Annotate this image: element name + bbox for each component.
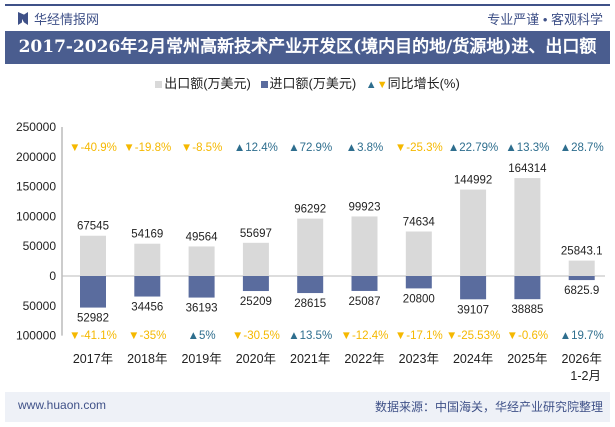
down-triangle-icon: ▼ xyxy=(376,79,388,91)
import-bar xyxy=(297,276,324,294)
export-growth-label: ▼-8.5% xyxy=(181,142,222,154)
import-value-label: 6825.9 xyxy=(564,285,599,297)
top-border xyxy=(5,4,610,6)
y-tick-label: 50000 xyxy=(23,239,57,253)
export-growth-label: ▲3.8% xyxy=(346,142,384,154)
import-bar xyxy=(405,276,432,289)
import-value-label: 28615 xyxy=(294,298,326,310)
import-growth-label: ▲13.5% xyxy=(288,330,332,342)
x-tick-label: 2024年 xyxy=(453,352,493,366)
export-growth-label: ▼-40.9% xyxy=(69,142,117,154)
import-bar xyxy=(80,276,106,308)
export-value-label: 164314 xyxy=(508,163,547,175)
import-value-label: 20800 xyxy=(403,293,435,305)
export-bar xyxy=(188,246,215,276)
x-tick-label: 2019年 xyxy=(181,352,221,366)
import-value-label: 25087 xyxy=(349,296,381,308)
export-bar xyxy=(460,189,487,276)
export-growth-label: ▲72.9% xyxy=(288,142,332,154)
import-value-label: 36193 xyxy=(186,303,218,315)
export-value-label: 144992 xyxy=(454,175,492,187)
x-tick-label: 2021年 xyxy=(290,352,330,366)
export-swatch-icon xyxy=(155,81,163,88)
export-bar xyxy=(568,260,595,276)
export-growth-label: ▲13.3% xyxy=(505,142,549,154)
x-tick-label: 2022年 xyxy=(344,352,384,366)
chart-title: 2017-2026年2月常州高新技术产业开发区(境内目的地/货源地)进、出口额 xyxy=(5,31,610,64)
import-growth-label: ▼-17.1% xyxy=(395,330,443,342)
x-tick-label-sub: 1-2月 xyxy=(570,369,601,383)
import-bar xyxy=(460,276,487,300)
x-tick-label: 2017年 xyxy=(73,352,113,366)
import-value-label: 52982 xyxy=(77,313,109,325)
import-growth-label: ▼-35% xyxy=(128,330,166,342)
export-bar xyxy=(351,216,378,276)
import-growth-label: ▼-25.53% xyxy=(446,330,500,342)
y-tick-label: 100000 xyxy=(16,209,56,223)
y-tick-label: 150000 xyxy=(16,180,56,194)
export-growth-label: ▼-19.8% xyxy=(123,142,171,154)
export-value-label: 74634 xyxy=(403,217,436,229)
y-tick-label: 250000 xyxy=(16,120,56,134)
import-bar xyxy=(351,276,378,291)
import-growth-label: ▼-0.6% xyxy=(507,330,548,342)
y-tick-label: 100000 xyxy=(16,329,56,343)
export-bar xyxy=(134,243,161,276)
import-value-label: 25209 xyxy=(240,296,272,308)
x-tick-label: 2026年 xyxy=(562,352,602,366)
x-tick-label: 2023年 xyxy=(399,352,439,366)
import-bar xyxy=(568,276,595,281)
export-value-label: 99923 xyxy=(349,201,381,213)
import-growth-label: ▼-12.4% xyxy=(341,330,389,342)
legend-import: 进口额(万美元) xyxy=(260,76,356,91)
export-value-label: 25843.1 xyxy=(561,246,603,258)
up-triangle-icon: ▲ xyxy=(365,79,377,91)
export-growth-label: ▼-25.3% xyxy=(395,142,443,154)
y-tick-label: 50000 xyxy=(23,299,57,313)
import-bar xyxy=(188,276,215,298)
export-growth-label: ▲28.7% xyxy=(560,142,604,154)
export-bar xyxy=(242,242,269,276)
export-value-label: 67545 xyxy=(77,221,109,233)
legend-export: 出口额(万美元) xyxy=(155,76,251,91)
export-bar xyxy=(297,218,324,276)
slogan: 专业严谨 • 客观科学 xyxy=(487,12,603,27)
footer-bar xyxy=(5,392,610,422)
x-tick-label: 2018年 xyxy=(127,352,167,366)
import-bar xyxy=(242,276,269,292)
export-value-label: 55697 xyxy=(240,228,272,240)
import-growth-label: ▲19.7% xyxy=(560,330,604,342)
export-value-label: 54169 xyxy=(131,229,163,241)
import-swatch-icon xyxy=(260,81,268,88)
export-bar xyxy=(514,178,541,276)
x-tick-label: 2020年 xyxy=(236,352,276,366)
import-growth-label: ▲5% xyxy=(188,330,216,342)
import-value-label: 38885 xyxy=(511,304,543,316)
import-growth-label: ▼-30.5% xyxy=(232,330,280,342)
import-value-label: 39107 xyxy=(457,304,489,316)
export-bar xyxy=(405,231,432,276)
import-value-label: 34456 xyxy=(131,302,163,314)
y-tick-label: 0 xyxy=(49,269,56,283)
brand: 华经情报网 xyxy=(18,9,99,28)
logo-icon xyxy=(18,12,28,25)
export-value-label: 49564 xyxy=(186,231,219,243)
y-tick-label: 200000 xyxy=(16,150,56,164)
x-tick-label: 2025年 xyxy=(507,352,547,366)
import-bar xyxy=(514,276,541,300)
import-bar xyxy=(134,276,161,297)
export-growth-label: ▲12.4% xyxy=(234,142,278,154)
import-growth-label: ▼-41.1% xyxy=(69,330,117,342)
data-source: 数据来源：中国海关，华经产业研究院整理 xyxy=(374,400,603,414)
legend-growth: ▲▼同比增长(%) xyxy=(365,76,460,91)
brand-name: 华经情报网 xyxy=(34,12,100,27)
export-bar xyxy=(80,235,106,276)
legend: 出口额(万美元) 进口额(万美元) ▲▼同比增长(%) xyxy=(0,73,615,92)
export-growth-label: ▲22.79% xyxy=(448,142,498,154)
website: www.huaon.com xyxy=(18,398,107,412)
export-value-label: 96292 xyxy=(294,204,326,216)
